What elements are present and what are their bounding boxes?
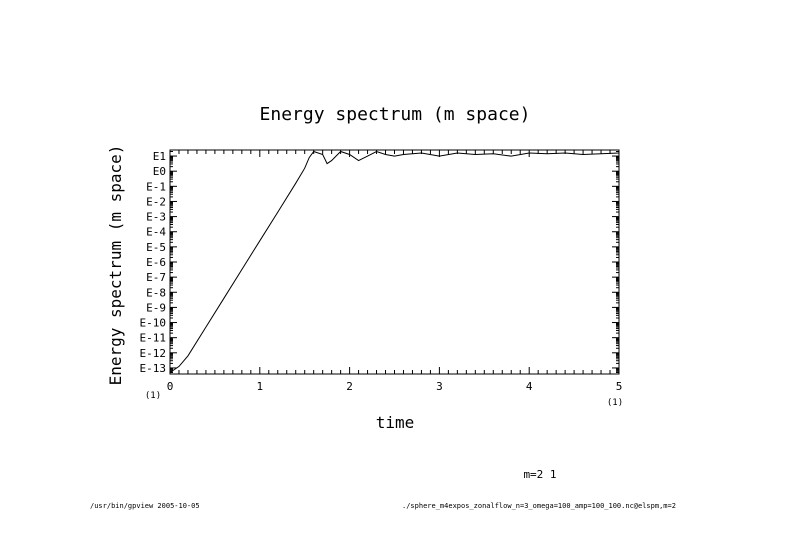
footer-right: ./sphere_m4expos_zonalflow_n=3_omega=100…	[402, 502, 676, 510]
y-tick-label: E-2	[146, 195, 166, 208]
x-tick-label: 4	[526, 380, 533, 393]
x-tick-labels: 0 1 2 3 4 5	[167, 380, 623, 393]
y-tick-label: E-1	[146, 180, 166, 193]
y-tick-label: E1	[153, 150, 166, 163]
chart-title: Energy spectrum (m space)	[260, 104, 531, 125]
x-axis-ticks	[169, 150, 620, 374]
x-tick-label: 5	[616, 380, 623, 393]
x-scale-note-right: (1)	[607, 398, 623, 408]
x-tick-label: 1	[256, 380, 263, 393]
y-tick-label: E-12	[140, 347, 167, 360]
y-tick-label: E-10	[140, 317, 167, 330]
y-axis-ticks	[170, 150, 619, 375]
y-tick-labels: E1 E0 E-1 E-2 E-3 E-4 E-5 E-6 E-7 E-8 E-9 E-10 E-11 E…	[140, 150, 167, 375]
y-tick-label: E-9	[146, 301, 166, 314]
y-tick-label: E-11	[140, 332, 167, 345]
y-tick-label: E-3	[146, 211, 166, 224]
x-tick-label: 2	[346, 380, 353, 393]
y-axis-label: Energy spectrum (m space)	[106, 145, 125, 386]
legend-label: m=2 1	[523, 468, 556, 481]
y-tick-label: E-13	[140, 362, 167, 375]
plot-frame	[169, 149, 620, 375]
series-line	[169, 150, 620, 373]
x-tick-label: 3	[436, 380, 443, 393]
y-tick-label: E-6	[146, 256, 166, 269]
y-tick-label: E-4	[146, 226, 166, 239]
footer-left: /usr/bin/gpview 2005-10-05	[90, 502, 200, 510]
series-group	[169, 150, 620, 373]
y-tick-label: E-7	[146, 271, 166, 284]
x-axis-label: time	[376, 413, 415, 432]
y-tick-label: E-5	[146, 241, 166, 254]
y-tick-label: E0	[153, 165, 166, 178]
x-scale-note-left: (1)	[145, 391, 161, 401]
y-tick-label: E-8	[146, 286, 166, 299]
x-tick-label: 0	[167, 380, 174, 393]
